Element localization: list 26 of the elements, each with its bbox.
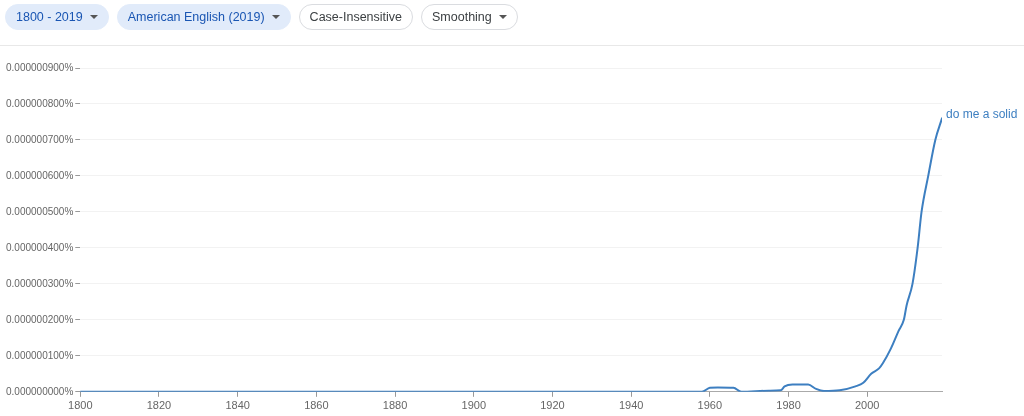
x-tick-label: 1940 bbox=[618, 399, 644, 412]
y-tick-label: 0.000000100% bbox=[5, 349, 74, 361]
x-tick-label: 1980 bbox=[776, 399, 801, 412]
x-tick-label: 1800 bbox=[68, 399, 93, 412]
x-tick-label: 1880 bbox=[382, 399, 408, 412]
y-tick-label: 0.000000200% bbox=[5, 313, 74, 325]
y-tick-label: 0.000000000% bbox=[5, 385, 74, 397]
x-tick-label: 1920 bbox=[540, 399, 565, 412]
y-tick-label: 0.000000300% bbox=[5, 277, 74, 289]
x-tick-label: 1960 bbox=[697, 399, 723, 412]
x-tick-label: 2000 bbox=[855, 399, 880, 412]
y-tick-label: 0.000000800% bbox=[5, 97, 74, 109]
filter-chip: Smoothing bbox=[421, 4, 518, 30]
filter-chip: 1800 - 2019 bbox=[5, 4, 109, 30]
y-tick-label: 0.000000700% bbox=[5, 133, 74, 145]
x-tick-label: 1860 bbox=[304, 399, 329, 412]
series-label: do me a solid bbox=[946, 106, 1018, 121]
y-tick-label: 0.000000600% bbox=[5, 169, 74, 181]
filter-chip: Case-Insensitive bbox=[298, 4, 413, 30]
x-tick-label: 1840 bbox=[225, 399, 250, 412]
x-tick-label: 1820 bbox=[146, 399, 172, 412]
y-tick-label: 0.000000400% bbox=[5, 241, 74, 253]
y-tick-label: 0.000000900% bbox=[5, 61, 74, 73]
filter-chip: American English (2019) bbox=[116, 4, 291, 30]
y-tick-label: 0.000000500% bbox=[5, 205, 74, 217]
x-tick-label: 1900 bbox=[461, 399, 486, 412]
